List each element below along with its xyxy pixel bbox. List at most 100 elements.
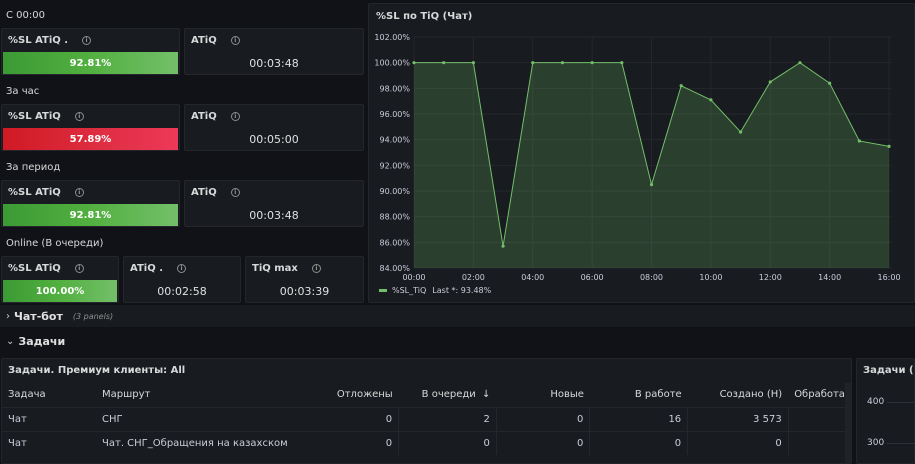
table-cell: 0 <box>293 406 400 431</box>
data-point <box>620 61 624 65</box>
data-point <box>560 61 565 65</box>
table-cell: 0 <box>398 430 497 455</box>
column-header[interactable]: Задача <box>8 389 46 401</box>
table-row[interactable]: Чат Чат. СНГ_Обращения на казахском 0 0 … <box>2 430 851 455</box>
panel-title: Задачи. Премиум клиенты: All <box>8 365 186 376</box>
data-point <box>768 80 772 84</box>
table-cell: 0 <box>589 430 689 455</box>
sl-atiq-panel-4[interactable]: %SL ATiQ i 100.00% <box>1 256 119 303</box>
x-tick-label: 06:00 <box>581 273 604 282</box>
tasks-chart-panel[interactable]: Задачи (Ча 400 300 <box>856 358 915 464</box>
sl-atiq-panel-3[interactable]: %SL ATiQ i 92.81% <box>1 180 180 227</box>
sl-atiq-panel-1[interactable]: %SL ATiQ . i 92.81% <box>1 28 180 75</box>
data-point <box>798 61 802 65</box>
chevron-down-icon[interactable]: ⌄ <box>6 335 15 347</box>
info-icon[interactable]: i <box>74 112 84 121</box>
legend-last-value: Last *: 93.48% <box>432 286 492 295</box>
sl-value: 92.81% <box>69 209 112 221</box>
atiq-panel-4[interactable]: ATiQ . i 00:02:58 <box>123 256 241 303</box>
tasks-table-panel[interactable]: Задачи. Премиум клиенты: All Задача Марш… <box>1 358 852 464</box>
table-cell: 0 <box>496 406 591 431</box>
table-header-row: Задача Маршрут Отложены В очереди ↓ Новы… <box>2 383 851 407</box>
panel-title: TiQ max <box>252 263 298 274</box>
section-title[interactable]: Чат-бот <box>14 309 63 323</box>
sl-value: 92.81% <box>69 57 112 69</box>
x-tick-label: 14:00 <box>818 273 841 282</box>
table-cell <box>788 406 851 431</box>
column-header[interactable]: Создано (Н) <box>719 389 783 401</box>
section-row-tasks[interactable]: ⌄ Задачи <box>0 330 915 352</box>
atiq-value: 00:03:48 <box>249 57 299 70</box>
x-tick-label: 08:00 <box>640 273 663 282</box>
sl-atiq-panel-2[interactable]: %SL ATiQ i 57.89% <box>1 104 180 151</box>
y-tick-label: 100.00% <box>374 59 410 68</box>
table-cell: Чат <box>2 406 97 431</box>
atiq-value: 00:05:00 <box>249 133 299 146</box>
data-point <box>442 61 446 65</box>
tiq-max-panel[interactable]: TiQ max i 00:03:39 <box>245 256 364 303</box>
data-point <box>412 61 416 65</box>
column-header[interactable]: Обработа <box>794 389 845 401</box>
table-cell: Чат. СНГ_Обращения на казахском <box>96 430 294 455</box>
info-icon[interactable]: i <box>230 36 240 45</box>
panel-title: ATiQ <box>191 35 217 46</box>
y-tick-label: 102.00% <box>374 33 410 42</box>
table-cell: 0 <box>687 430 789 455</box>
table-scrollbar[interactable] <box>845 383 851 463</box>
chevron-right-icon[interactable]: › <box>6 310 10 322</box>
info-icon[interactable]: i <box>230 188 240 197</box>
sl-value: 57.89% <box>69 133 112 145</box>
section-row-chatbot[interactable]: › Чат-бот (3 panels) <box>0 305 915 327</box>
panel-title: %SL ATiQ <box>8 111 61 122</box>
atiq-panel-1[interactable]: ATiQ i 00:03:48 <box>184 28 364 75</box>
info-icon[interactable]: i <box>74 188 84 197</box>
y-tick-label: 94.00% <box>379 136 410 145</box>
sl-tiq-chart-panel[interactable]: %SL по TiQ (Чат) 84.00% 86.00% 88.00% 90.00… <box>368 3 915 303</box>
series-area <box>414 62 890 268</box>
panel-title: %SL ATiQ <box>8 263 61 274</box>
section-label-hour: За час <box>6 86 40 97</box>
panel-title: Задачи (Ча <box>863 365 914 376</box>
x-tick-label: 12:00 <box>759 273 782 282</box>
table-cell: 16 <box>589 406 689 431</box>
table-cell: 0 <box>293 430 400 455</box>
info-icon[interactable]: i <box>74 264 84 273</box>
table-row[interactable]: Чат СНГ 0 2 0 16 3 573 <box>2 406 851 431</box>
data-point <box>738 130 743 134</box>
data-point <box>679 84 683 88</box>
chart-title: %SL по TiQ (Чат) <box>376 11 473 22</box>
y-tick-label: 84.00% <box>379 264 410 273</box>
column-header-sorted[interactable]: В очереди ↓ <box>399 383 497 407</box>
y-tick-label: 300 <box>867 438 885 448</box>
y-tick-label: 88.00% <box>379 213 410 222</box>
atiq-value: 00:02:58 <box>157 285 207 298</box>
info-icon[interactable]: i <box>82 36 92 45</box>
section-panel-count: (3 panels) <box>72 311 114 321</box>
grid-line <box>887 443 914 444</box>
column-header[interactable]: Маршрут <box>102 389 151 401</box>
table-cell <box>788 430 851 455</box>
data-point <box>709 98 713 102</box>
info-icon[interactable]: i <box>311 264 321 273</box>
table-cell: 3 573 <box>687 406 789 431</box>
info-icon[interactable]: i <box>230 112 240 121</box>
section-label-since-midnight: С 00:00 <box>6 10 45 21</box>
panel-title: %SL ATiQ . <box>8 35 69 46</box>
column-header[interactable]: Отложены <box>336 389 393 401</box>
tasks-table: Задача Маршрут Отложены В очереди ↓ Новы… <box>2 383 851 455</box>
y-tick-label: 90.00% <box>379 187 410 196</box>
sl-gauge-bar: 57.89% <box>3 128 178 150</box>
x-tick-label: 02:00 <box>462 273 485 282</box>
sl-tiq-chart: 84.00% 86.00% 88.00% 90.00% 92.00% 94.00% 96.0… <box>374 33 900 282</box>
column-header[interactable]: Новые <box>550 389 584 401</box>
column-header[interactable]: В работе <box>634 389 682 401</box>
x-tick-label: 10:00 <box>699 273 722 282</box>
section-title[interactable]: Задачи <box>18 334 66 348</box>
sort-arrow-down-icon[interactable]: ↓ <box>481 389 491 401</box>
grid-line <box>887 402 914 403</box>
sl-gauge-bar: 92.81% <box>3 204 178 226</box>
atiq-panel-2[interactable]: ATiQ i 00:05:00 <box>184 104 364 151</box>
atiq-panel-3[interactable]: ATiQ i 00:03:48 <box>184 180 364 227</box>
info-icon[interactable]: i <box>177 264 186 273</box>
chart-legend[interactable]: %SL_TiQ Last *: 93.48% <box>379 286 491 295</box>
